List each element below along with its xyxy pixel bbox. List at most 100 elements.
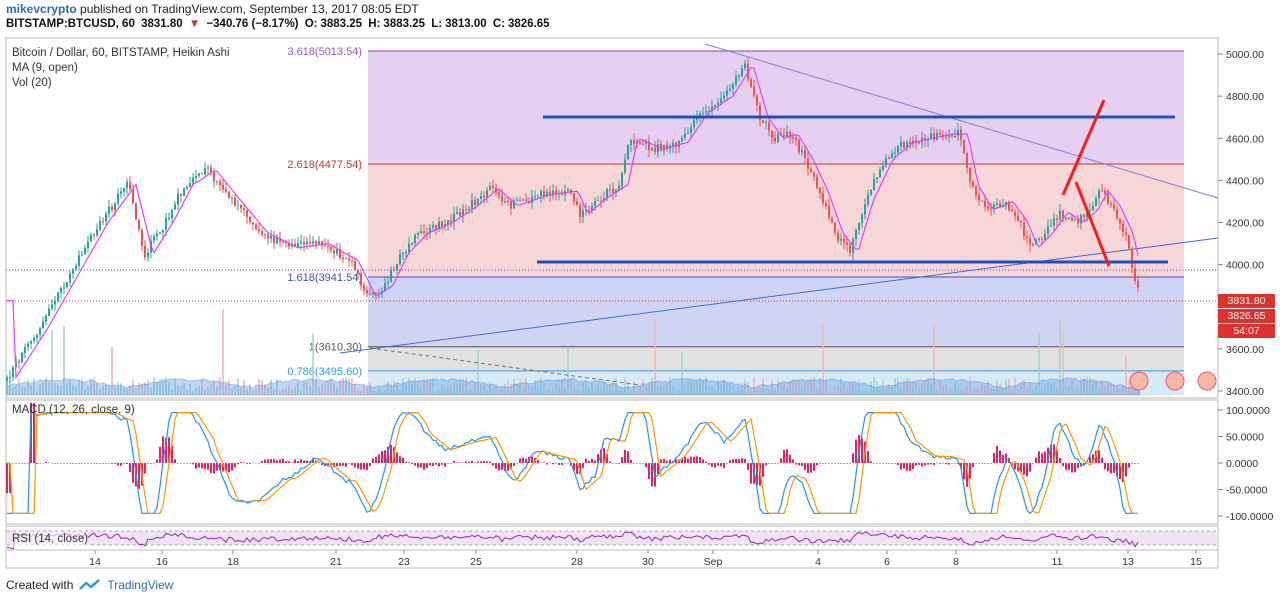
macd-hist-bar: [582, 463, 584, 468]
volume-bar: [522, 389, 524, 395]
macd-legend[interactable]: MACD (12, 26, close, 9): [12, 404, 135, 416]
candle-body: [657, 144, 659, 153]
volume-bar: [738, 386, 740, 395]
author-link[interactable]: mikevcrypto: [6, 2, 77, 16]
candle-body: [57, 292, 59, 301]
macd-hist-bar: [504, 463, 506, 472]
volume-bar: [741, 385, 743, 395]
flag-icon[interactable]: [1197, 371, 1217, 391]
candle-body: [801, 150, 803, 153]
red-marker-up[interactable]: [1061, 99, 1106, 196]
rsi-legend[interactable]: RSI (14, close): [12, 532, 89, 547]
volume-bar: [702, 379, 704, 395]
volume-bar: [207, 386, 209, 395]
price-tick-label: 3400.00: [1226, 386, 1264, 398]
candle-body: [939, 133, 941, 136]
volume-bar: [960, 390, 962, 395]
macd-hist-bar: [846, 463, 848, 464]
candle-body: [582, 210, 584, 218]
volume-bar: [297, 381, 299, 395]
candle-body: [891, 152, 893, 159]
volume-bar: [36, 390, 38, 395]
macd-hist-bar: [936, 462, 938, 464]
price-tick-label: 4400.00: [1226, 175, 1264, 187]
candle-body: [306, 241, 308, 245]
vol-legend[interactable]: Vol (20): [12, 77, 52, 89]
volume-bar: [66, 383, 68, 395]
volume-bar: [858, 379, 860, 395]
candle-body: [516, 199, 518, 201]
candle-body: [612, 188, 614, 193]
volume-bar: [9, 379, 11, 395]
macd-hist-bar: [1098, 450, 1100, 463]
volume-bar: [423, 378, 425, 395]
candle-body: [399, 254, 401, 265]
volume-bar: [855, 383, 857, 395]
volume-bar: [192, 390, 194, 395]
volume-bar: [411, 384, 413, 395]
candle-body: [216, 181, 218, 183]
macd-hist-bar: [561, 463, 563, 465]
candle-body: [459, 212, 461, 216]
volume-bar: [693, 381, 695, 395]
volume-bar: [1098, 388, 1100, 395]
macd-hist-bar: [696, 456, 698, 463]
volume-bar: [15, 384, 17, 395]
macd-hist-bar: [99, 463, 101, 464]
macd-hist-bar: [1053, 444, 1055, 463]
macd-hist-bar: [897, 463, 899, 465]
candle-body: [648, 140, 650, 151]
volume-bar: [240, 387, 242, 395]
volume-bar: [837, 385, 839, 395]
volume-bar: [42, 383, 44, 395]
candle-body: [690, 127, 692, 133]
volume-bar: [909, 379, 911, 395]
macd-hist-bar: [1137, 463, 1139, 464]
tradingview-link[interactable]: TradingView: [107, 578, 174, 592]
candle-body: [1011, 210, 1013, 212]
candle-body: [753, 86, 755, 96]
macd-hist-bar: [666, 460, 668, 463]
macd-hist-bar: [912, 463, 914, 470]
candle-body: [1038, 238, 1040, 240]
macd-hist-bar: [543, 462, 545, 464]
volume-bar: [969, 377, 971, 395]
time-tick-label: 11: [1052, 556, 1063, 568]
macd-hist-bar: [741, 458, 743, 463]
candle-body: [795, 137, 797, 141]
macd-hist-bar: [951, 463, 953, 464]
candle-body: [339, 249, 341, 258]
candle-body: [501, 195, 503, 202]
candle-body: [42, 321, 44, 329]
macd-hist-bar: [249, 463, 251, 464]
candle-body: [642, 143, 644, 145]
flag-icon[interactable]: [1165, 371, 1185, 391]
candle-body: [450, 220, 452, 223]
volume-bar: [822, 323, 824, 395]
candle-body: [261, 231, 263, 235]
volume-bar: [624, 378, 626, 395]
macd-hist-bar: [723, 463, 725, 468]
volume-bar: [819, 379, 821, 395]
macd-hist-bar: [1077, 463, 1079, 468]
macd-hist-bar: [105, 463, 107, 464]
macd-hist-bar: [462, 462, 464, 464]
red-marker-down[interactable]: [1074, 181, 1111, 267]
volume-bar: [48, 382, 50, 395]
candle-body: [237, 204, 239, 206]
volume-bar: [546, 389, 548, 395]
candle-body: [78, 255, 80, 266]
candle-body: [534, 196, 536, 198]
volume-bar: [225, 384, 227, 395]
macd-hist-bar: [450, 463, 452, 464]
candle-body: [996, 203, 998, 205]
macd-hist-bar: [1074, 463, 1076, 473]
volume-bar: [465, 377, 467, 395]
ma-legend[interactable]: MA (9, open): [12, 62, 78, 74]
candle-body: [639, 141, 641, 144]
candle-body: [855, 230, 857, 240]
volume-bar: [276, 378, 278, 395]
candle-body: [744, 63, 746, 69]
flag-icon[interactable]: [1129, 371, 1149, 391]
